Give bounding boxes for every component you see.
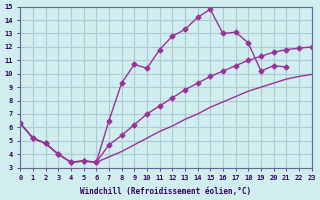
- X-axis label: Windchill (Refroidissement éolien,°C): Windchill (Refroidissement éolien,°C): [80, 187, 252, 196]
